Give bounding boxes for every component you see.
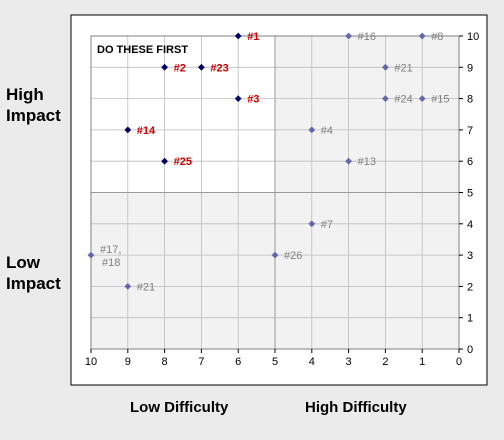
data-point-label: #25 bbox=[174, 156, 192, 168]
x-tick-label: 0 bbox=[456, 356, 462, 368]
y-tick-label: 4 bbox=[467, 219, 473, 231]
data-point-label: #23 bbox=[210, 62, 228, 74]
y-tick-label: 3 bbox=[467, 250, 473, 262]
high-difficulty-label: High Difficulty bbox=[305, 399, 407, 416]
data-point bbox=[124, 126, 132, 134]
y-tick-label: 10 bbox=[467, 31, 479, 43]
data-point-label: #24 bbox=[394, 94, 412, 106]
quadrant-label: DO THESE FIRST bbox=[97, 44, 188, 56]
data-point-label-line: #13 bbox=[358, 156, 376, 168]
data-point bbox=[345, 157, 352, 165]
data-point-label: #4 bbox=[321, 125, 333, 137]
data-point-label: #8 bbox=[431, 31, 443, 43]
priority-quadrant bbox=[91, 36, 275, 193]
data-point-label-line: #21 bbox=[137, 281, 155, 293]
data-point-label-line: #16 bbox=[358, 31, 376, 43]
high-impact-label: High Impact bbox=[6, 84, 61, 126]
data-point-label: #21 bbox=[394, 62, 412, 74]
data-point-label-line: #17, bbox=[100, 244, 121, 256]
data-point-label-line: #14 bbox=[137, 125, 156, 137]
data-point-label: #16 bbox=[358, 31, 376, 43]
data-point-label: #1 bbox=[247, 31, 259, 43]
x-tick-label: 9 bbox=[125, 356, 131, 368]
data-point bbox=[87, 251, 95, 259]
data-point-label: #7 bbox=[321, 219, 333, 231]
low-difficulty-label: Low Difficulty bbox=[130, 399, 229, 416]
data-point-label: #2 bbox=[174, 62, 186, 74]
y-tick-label: 7 bbox=[467, 125, 473, 137]
x-tick-label: 8 bbox=[162, 356, 168, 368]
data-point bbox=[234, 95, 242, 102]
data-point bbox=[418, 95, 426, 102]
high-impact-line1: High bbox=[6, 85, 44, 104]
low-impact-line2: Impact bbox=[6, 274, 61, 293]
data-point-label-line: #21 bbox=[394, 62, 412, 74]
data-point-label-line: #2 bbox=[174, 62, 186, 74]
data-point-label-line: #15 bbox=[431, 94, 449, 106]
data-point bbox=[271, 251, 279, 259]
data-point-label-line: #24 bbox=[394, 94, 412, 106]
data-point-label-line: #4 bbox=[321, 125, 333, 137]
data-point-label: #3 bbox=[247, 94, 259, 106]
data-point bbox=[382, 95, 389, 102]
data-point-label: #13 bbox=[358, 156, 376, 168]
y-tick-label: 6 bbox=[467, 156, 473, 168]
data-point-label-line: #7 bbox=[321, 219, 333, 231]
y-tick-label: 8 bbox=[467, 94, 473, 106]
x-tick-label: 3 bbox=[346, 356, 352, 368]
x-tick-label: 2 bbox=[382, 356, 388, 368]
x-tick-label: 4 bbox=[309, 356, 315, 368]
data-point bbox=[198, 63, 205, 71]
high-impact-line2: Impact bbox=[6, 106, 61, 125]
low-impact-line1: Low bbox=[6, 253, 40, 272]
data-point-label: #14 bbox=[137, 125, 156, 137]
data-point-label-line: #3 bbox=[247, 94, 259, 106]
y-tick-label: 0 bbox=[467, 344, 473, 356]
data-point-label: #21 bbox=[137, 281, 155, 293]
data-point-label: #17, #18 bbox=[100, 244, 121, 269]
data-point-label-line: #8 bbox=[431, 31, 443, 43]
x-tick-label: 6 bbox=[235, 356, 241, 368]
y-tick-label: 5 bbox=[467, 188, 473, 200]
data-point bbox=[308, 126, 316, 134]
data-point-label-line: #25 bbox=[174, 156, 192, 168]
data-point bbox=[234, 32, 242, 40]
data-point-label: #15 bbox=[431, 94, 449, 106]
data-point bbox=[308, 220, 316, 228]
data-point bbox=[382, 63, 389, 71]
data-point-label: #26 bbox=[284, 250, 302, 262]
x-tick-label: 1 bbox=[419, 356, 425, 368]
data-point-label-line: #26 bbox=[284, 250, 302, 262]
data-point-label-line: #1 bbox=[247, 31, 259, 43]
y-tick-label: 9 bbox=[467, 62, 473, 74]
y-tick-label: 1 bbox=[467, 313, 473, 325]
data-point bbox=[161, 63, 168, 71]
x-tick-label: 5 bbox=[272, 356, 278, 368]
data-point bbox=[418, 32, 426, 40]
x-tick-label: 7 bbox=[198, 356, 204, 368]
data-point-label-line: #18 bbox=[102, 257, 120, 269]
data-point bbox=[345, 32, 352, 40]
low-impact-label: Low Impact bbox=[6, 252, 61, 294]
x-tick-label: 10 bbox=[85, 356, 97, 368]
data-point bbox=[161, 157, 168, 165]
y-tick-label: 2 bbox=[467, 281, 473, 293]
data-point bbox=[124, 283, 132, 290]
data-point-label-line: #23 bbox=[210, 62, 228, 74]
